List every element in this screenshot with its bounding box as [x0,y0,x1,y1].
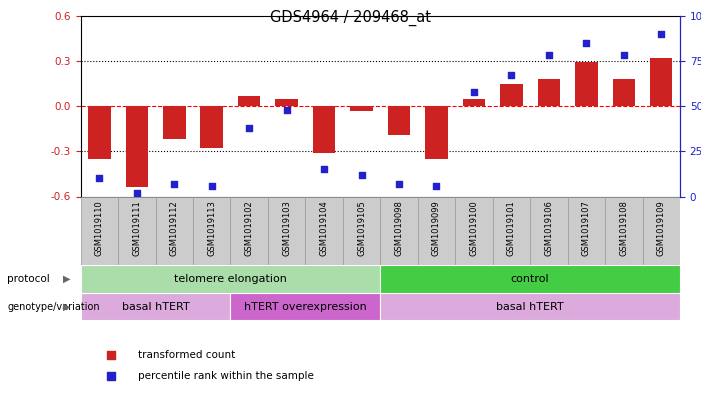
Text: protocol: protocol [7,274,50,284]
Bar [118,196,156,265]
Text: GSM1019113: GSM1019113 [207,200,216,256]
Bar [231,196,268,265]
Point [206,182,217,189]
Bar [88,106,111,159]
Text: basal hTERT: basal hTERT [122,301,189,312]
Bar [388,106,410,135]
Bar [575,62,597,106]
Text: GSM1019111: GSM1019111 [132,200,142,256]
Bar [275,99,298,106]
Bar [81,293,231,320]
Bar [426,106,448,159]
Text: GSM1019109: GSM1019109 [657,200,666,256]
Text: ▶: ▶ [63,274,70,284]
Bar [455,196,493,265]
Text: genotype/variation: genotype/variation [7,301,100,312]
Bar [538,79,560,106]
Point [618,52,629,59]
Bar [306,196,343,265]
Text: GSM1019107: GSM1019107 [582,200,591,256]
Point [356,172,367,178]
Text: hTERT overexpression: hTERT overexpression [244,301,367,312]
Bar [350,106,373,111]
Text: GSM1019102: GSM1019102 [245,200,254,256]
Point [94,175,105,182]
Text: basal hTERT: basal hTERT [496,301,564,312]
Point [393,181,404,187]
Text: control: control [511,274,550,284]
Text: GSM1019098: GSM1019098 [395,200,404,256]
Bar [313,106,335,153]
Text: GSM1019099: GSM1019099 [432,200,441,256]
Bar [81,265,381,293]
Point [431,182,442,189]
Bar [268,196,306,265]
Bar [643,196,680,265]
Text: GSM1019104: GSM1019104 [320,200,329,256]
Bar [493,196,530,265]
Bar [343,196,381,265]
Bar [381,293,680,320]
Text: GSM1019100: GSM1019100 [470,200,479,256]
Bar [231,293,381,320]
Text: GSM1019112: GSM1019112 [170,200,179,256]
Point [281,107,292,113]
Text: telomere elongation: telomere elongation [174,274,287,284]
Point [243,125,254,131]
Point [105,373,116,379]
Point [655,31,667,37]
Point [105,352,116,358]
Point [318,166,329,173]
Point [506,72,517,79]
Text: GSM1019101: GSM1019101 [507,200,516,256]
Bar [238,95,261,106]
Text: GSM1019105: GSM1019105 [357,200,366,256]
Bar [200,106,223,148]
Bar [381,196,418,265]
Text: GSM1019108: GSM1019108 [619,200,628,256]
Point [169,181,180,187]
Point [468,88,479,95]
Bar [613,79,635,106]
Bar [163,106,186,139]
Bar [125,106,148,187]
Text: GSM1019106: GSM1019106 [545,200,553,256]
Bar [501,83,523,106]
Bar [530,196,568,265]
Point [131,190,142,196]
Bar [381,265,680,293]
Bar [605,196,643,265]
Text: GSM1019110: GSM1019110 [95,200,104,256]
Bar [463,99,485,106]
Bar [650,58,672,106]
Text: GSM1019103: GSM1019103 [282,200,291,256]
Bar [568,196,605,265]
Text: ▶: ▶ [63,301,70,312]
Point [543,52,554,59]
Point [580,40,592,46]
Bar [156,196,193,265]
Text: GDS4964 / 209468_at: GDS4964 / 209468_at [270,10,431,26]
Text: transformed count: transformed count [137,350,235,360]
Bar [193,196,231,265]
Text: percentile rank within the sample: percentile rank within the sample [137,371,313,381]
Bar [418,196,455,265]
Bar [81,196,118,265]
